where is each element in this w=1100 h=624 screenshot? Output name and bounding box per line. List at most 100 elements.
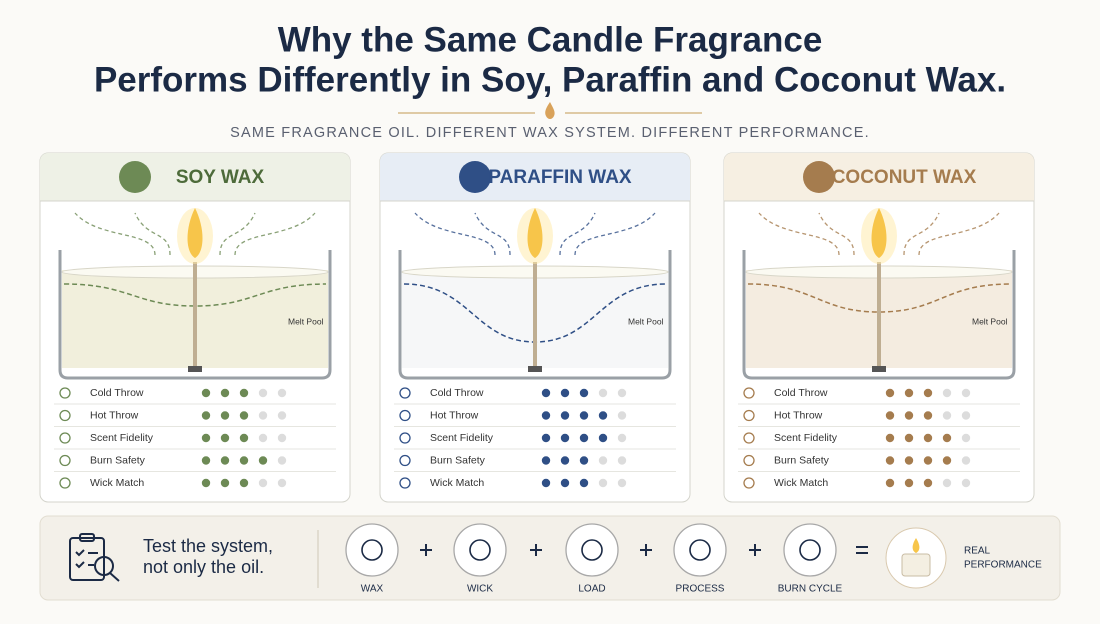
metric-label: Wick Match	[430, 477, 484, 489]
metric-label: Burn Safety	[430, 454, 486, 466]
step-glyph	[799, 539, 821, 561]
step-label: WICK	[467, 584, 493, 595]
wick-base	[528, 366, 542, 372]
step-icon	[673, 523, 727, 577]
metric-icon	[399, 454, 411, 467]
rating-dot	[277, 411, 287, 420]
wax-icon	[119, 161, 151, 193]
rating-dot	[560, 411, 570, 420]
scent-arrow	[758, 212, 840, 256]
rating-dot	[258, 478, 268, 488]
rating-dot	[579, 478, 589, 488]
rating-dot	[201, 433, 211, 443]
tagline: Test the system,	[143, 536, 273, 556]
rating-dot	[277, 478, 287, 488]
rating-dot	[942, 411, 952, 420]
metric-label: Scent Fidelity	[430, 432, 494, 444]
scent-arrow	[559, 212, 596, 256]
rating-dot	[258, 411, 268, 420]
rating-dot	[201, 388, 211, 398]
step-label: WAX	[361, 584, 384, 595]
rating-dot	[258, 388, 268, 398]
wax-icon	[803, 161, 835, 193]
result-label: PERFORMANCE	[964, 560, 1042, 571]
rating-dot	[617, 411, 627, 420]
rating-dot	[617, 433, 627, 443]
metric-icon	[399, 432, 411, 444]
step-icon	[345, 523, 399, 577]
rating-dot	[961, 388, 971, 398]
rating-dot	[923, 433, 933, 443]
melt-pool-label: Melt Pool	[628, 316, 664, 326]
rating-dot	[904, 388, 914, 398]
metric-icon	[59, 454, 71, 467]
flame	[187, 208, 203, 258]
rating-dot	[560, 433, 570, 443]
rating-dot	[904, 433, 914, 443]
step-label: BURN CYCLE	[778, 584, 843, 595]
metric-label: Cold Throw	[774, 387, 828, 399]
rating-dot	[541, 433, 551, 443]
metric-label: Scent Fidelity	[774, 432, 838, 444]
flame-icon	[545, 102, 555, 119]
rating-dot	[220, 456, 230, 465]
result-candle	[901, 553, 931, 577]
title: Performs Differently in Soy, Paraffin an…	[94, 60, 1006, 99]
metric-icon	[743, 477, 755, 489]
rating-dot	[560, 478, 570, 488]
panel-title: SOY WAX	[176, 167, 265, 188]
glass	[742, 250, 1016, 380]
clipboard-icon	[69, 533, 120, 582]
rating-dot	[239, 388, 249, 398]
rating-dot	[239, 456, 249, 465]
metric-icon	[399, 477, 411, 489]
metric-label: Scent Fidelity	[90, 432, 154, 444]
rating-dot	[239, 433, 249, 443]
rating-dot	[961, 411, 971, 420]
panel-header	[40, 153, 350, 201]
rating-dot	[885, 388, 895, 398]
metric-label: Cold Throw	[430, 387, 484, 399]
rating-dot	[258, 456, 268, 465]
melt-pool-label: Melt Pool	[972, 316, 1008, 326]
rating-dot	[201, 456, 211, 465]
rating-dot	[617, 478, 627, 488]
metric-icon	[59, 387, 71, 399]
rating-dot	[579, 456, 589, 465]
rating-dot	[617, 388, 627, 398]
rating-dot	[942, 478, 952, 488]
rating-dot	[277, 456, 287, 465]
rating-dot	[277, 388, 287, 398]
metric-icon	[59, 432, 71, 444]
rating-dot	[961, 433, 971, 443]
rating-dot	[239, 478, 249, 488]
step-label: PROCESS	[676, 584, 725, 595]
rating-dot	[201, 478, 211, 488]
wax-icon	[459, 161, 491, 193]
rating-dot	[923, 388, 933, 398]
rating-dot	[904, 456, 914, 465]
metric-label: Hot Throw	[90, 409, 139, 421]
scent-arrow	[134, 212, 171, 256]
result-flame	[912, 538, 920, 553]
metric-label: Burn Safety	[90, 454, 146, 466]
rating-dot	[220, 388, 230, 398]
metric-icon	[399, 387, 411, 399]
melt-pool	[63, 283, 327, 307]
metric-label: Wick Match	[90, 477, 144, 489]
rating-dot	[579, 388, 589, 398]
metric-label: Wick Match	[774, 477, 828, 489]
rating-dot	[923, 411, 933, 420]
rating-dot	[923, 456, 933, 465]
scent-arrow	[74, 212, 156, 256]
scent-arrow	[414, 212, 496, 256]
metric-label: Hot Throw	[774, 409, 823, 421]
rating-dot	[904, 411, 914, 420]
rating-dot	[579, 433, 589, 443]
metric-label: Hot Throw	[430, 409, 479, 421]
panel-title: PARAFFIN WAX	[488, 167, 632, 188]
equals	[856, 546, 868, 554]
step-glyph	[469, 539, 491, 561]
metric-label: Burn Safety	[774, 454, 830, 466]
